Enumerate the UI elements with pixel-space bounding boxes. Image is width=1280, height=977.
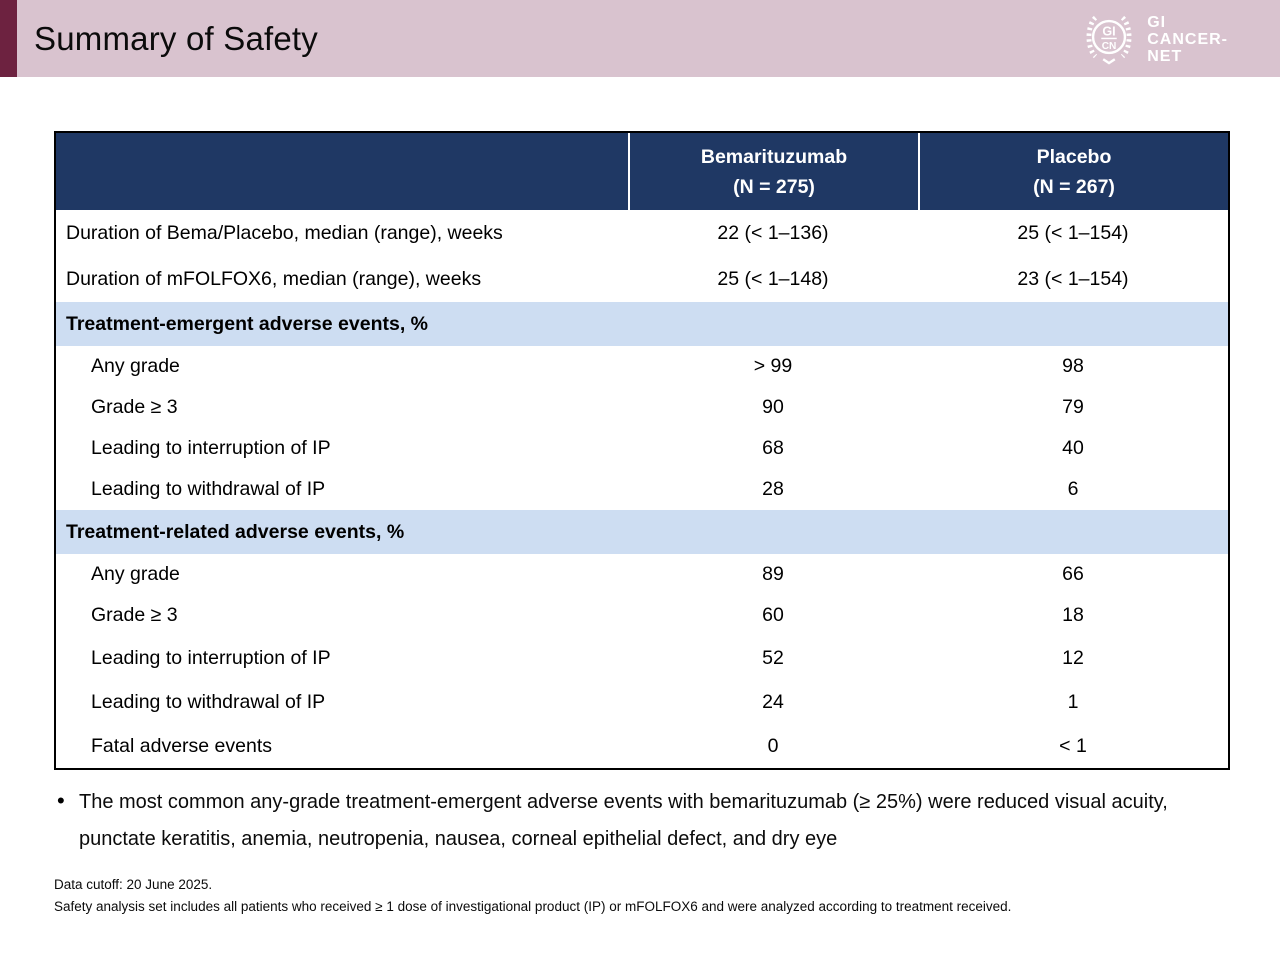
row-value-bemarituzumab: 0	[767, 734, 779, 757]
row-value-placebo: 23 (< 1–154)	[1017, 267, 1129, 290]
column-n: (N = 275)	[733, 175, 815, 198]
footnote-data-cutoff: Data cutoff: 20 June 2025.	[54, 877, 213, 892]
footnotes: Data cutoff: 20 June 2025. Safety analys…	[54, 874, 1244, 918]
emblem-text-top: GI	[1103, 24, 1116, 38]
table-header-placebo: Placebo (N = 267)	[918, 133, 1228, 210]
bullet-text: The most common any-grade treatment-emer…	[79, 791, 1168, 850]
table-row: Leading to withdrawal of IP 28 6	[56, 469, 1228, 510]
page-title: Summary of Safety	[34, 19, 318, 57]
row-value-placebo: 6	[1067, 478, 1079, 500]
row-value-placebo: 98	[1062, 355, 1084, 377]
row-value-bemarituzumab: 28	[762, 478, 784, 500]
row-value-bemarituzumab: 52	[762, 646, 784, 669]
header-accent-strip	[0, 0, 17, 77]
table-row: Any grade 89 66	[56, 554, 1228, 595]
row-value-placebo: 18	[1062, 604, 1084, 626]
row-label: Leading to withdrawal of IP	[91, 478, 326, 500]
bullet-marker: •	[57, 788, 65, 813]
row-label: Duration of mFOLFOX6, median (range), we…	[66, 267, 482, 290]
row-value-placebo: 40	[1062, 437, 1084, 459]
laurel-wreath-emblem-icon: GI CN	[1080, 8, 1138, 71]
table-header-bemarituzumab: Bemarituzumab (N = 275)	[628, 133, 918, 210]
row-label: Fatal adverse events	[91, 734, 273, 757]
table-row: Fatal adverse events 0 < 1	[56, 724, 1228, 768]
row-label: Any grade	[91, 563, 180, 585]
table-row: Leading to withdrawal of IP 24 1	[56, 680, 1228, 724]
row-value-placebo: 1	[1067, 690, 1079, 713]
table-row: Leading to interruption of IP 68 40	[56, 428, 1228, 469]
table-row: Duration of mFOLFOX6, median (range), we…	[56, 256, 1228, 302]
row-label: Grade ≥ 3	[91, 604, 178, 626]
column-n: (N = 267)	[1033, 175, 1115, 198]
row-value-placebo: < 1	[1059, 734, 1087, 757]
table-section-header: Treatment-emergent adverse events, %	[56, 302, 1228, 346]
logo-wordmark-line1: GI	[1147, 13, 1167, 31]
row-value-bemarituzumab: 25 (< 1–148)	[717, 267, 829, 290]
row-value-bemarituzumab: 68	[762, 437, 784, 459]
row-value-placebo: 79	[1062, 396, 1084, 418]
row-label: Leading to withdrawal of IP	[91, 690, 326, 713]
key-takeaway-bullet: • The most common any-grade treatment-em…	[57, 784, 1243, 858]
row-value-bemarituzumab: 22 (< 1–136)	[717, 221, 829, 244]
row-value-placebo: 66	[1062, 563, 1084, 585]
row-value-bemarituzumab: 60	[762, 604, 784, 626]
emblem-text-bottom: CN	[1102, 41, 1117, 52]
row-label: Leading to interruption of IP	[91, 437, 331, 459]
row-label: Leading to interruption of IP	[91, 646, 331, 669]
row-value-placebo: 12	[1062, 646, 1084, 669]
row-label: Any grade	[91, 355, 180, 377]
logo-wordmark-line3: NET	[1147, 47, 1183, 65]
row-label: Duration of Bema/Placebo, median (range)…	[66, 221, 503, 244]
table-row: Any grade > 99 98	[56, 346, 1228, 387]
table-row: Grade ≥ 3 90 79	[56, 387, 1228, 428]
safety-summary-table: Bemarituzumab (N = 275) Placebo (N = 267…	[54, 131, 1230, 770]
row-value-bemarituzumab: > 99	[753, 355, 793, 377]
table-row: Grade ≥ 3 60 18	[56, 595, 1228, 636]
logo-wordmark-line2: CANCER-	[1147, 30, 1228, 48]
row-label: Grade ≥ 3	[91, 396, 178, 418]
column-title: Placebo	[1036, 145, 1112, 168]
header-band: Summary of Safety GI CN GI CANCER- NET	[0, 0, 1280, 77]
table-row: Leading to interruption of IP 52 12	[56, 636, 1228, 680]
column-title: Bemarituzumab	[700, 145, 848, 168]
row-value-placebo: 25 (< 1–154)	[1017, 221, 1129, 244]
table-section-header: Treatment-related adverse events, %	[56, 510, 1228, 554]
footnote-safety-analysis-set: Safety analysis set includes all patient…	[54, 899, 1012, 914]
logo-wordmark: GI CANCER- NET	[1147, 14, 1228, 65]
table-header-row: Bemarituzumab (N = 275) Placebo (N = 267…	[56, 133, 1228, 210]
row-value-bemarituzumab: 89	[762, 563, 784, 585]
row-value-bemarituzumab: 24	[762, 690, 784, 713]
row-value-bemarituzumab: 90	[762, 396, 784, 418]
table-row: Duration of Bema/Placebo, median (range)…	[56, 210, 1228, 256]
gi-cancer-net-logo: GI CN GI CANCER- NET	[1080, 9, 1228, 69]
